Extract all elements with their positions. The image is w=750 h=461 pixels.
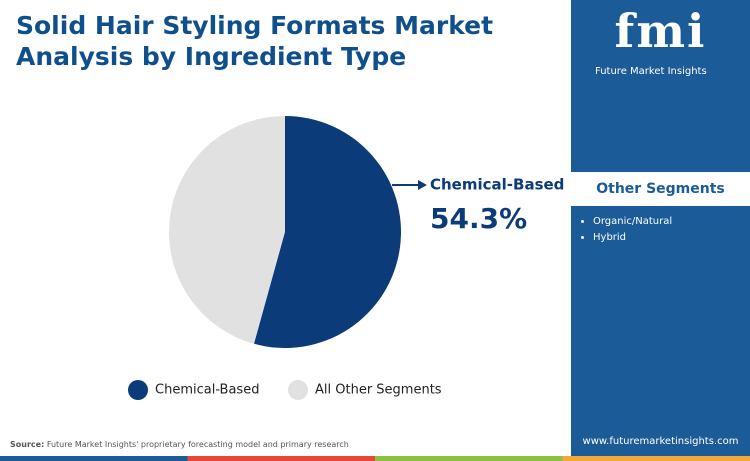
- callout-label: Chemical-Based: [430, 176, 564, 194]
- source-text: Future Market Insights' proprietary fore…: [46, 440, 349, 449]
- chart-title: Solid Hair Styling Formats Market Analys…: [16, 11, 494, 71]
- pie-slice: [254, 116, 401, 348]
- panel-heading: Other Segments: [571, 172, 750, 206]
- callout-value: 54.3%: [430, 202, 527, 235]
- segment-list: Organic/Natural Hybrid: [579, 214, 672, 246]
- callout-arrowhead: [418, 180, 427, 190]
- source-label: Source:: [10, 440, 45, 449]
- legend-swatch: [288, 380, 308, 400]
- segment-item: Hybrid: [593, 230, 672, 246]
- brand-name: Future Market Insights: [595, 66, 707, 77]
- color-strip: [0, 456, 750, 461]
- legend-swatch: [128, 380, 148, 400]
- side-panel: fmi Future Market Insights Other Segment…: [571, 0, 750, 461]
- source: Source: Future Market Insights' propriet…: [10, 440, 349, 449]
- legend-label: All Other Segments: [315, 383, 442, 398]
- logo: fmi: [614, 4, 707, 58]
- pie-slice: [168, 116, 285, 344]
- segment-item: Organic/Natural: [593, 214, 672, 230]
- website: www.futuremarketinsights.com: [582, 436, 739, 447]
- chart: All Other Segments Chemical-Based Chemica…: [128, 116, 564, 400]
- legend-label: Chemical-Based: [155, 383, 259, 398]
